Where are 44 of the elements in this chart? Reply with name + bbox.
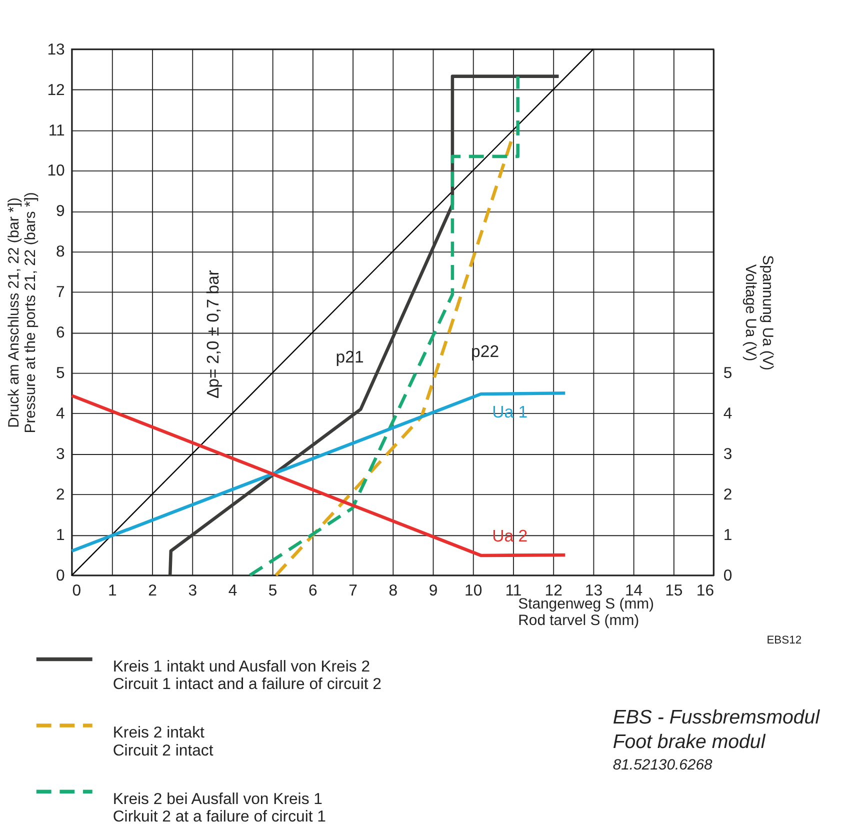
y2-axis-title: Spannung Ua (V) Voltage Ua (V) (742, 255, 776, 370)
x-tick-label: 2 (148, 582, 158, 600)
y-tick-label: 12 (47, 82, 66, 99)
x-tick-label: 7 (348, 582, 358, 600)
y-tick-label: 13 (47, 41, 66, 58)
x-tick-label: 16 (696, 582, 714, 600)
legend-label: Kreis 2 bei Ausfall von Kreis 1 Cirkuit 2 at a failure of circuit 1 (112, 790, 326, 826)
legend-label: Kreis 2 intakt Circuit 2 intact (112, 724, 214, 760)
y2-tick-label: 5 (723, 365, 732, 382)
x-tick-label: 6 (308, 582, 318, 600)
x-tick-label: 10 (464, 582, 482, 600)
line-series (248, 74, 520, 577)
y-axis-title: Druck am Anschluss 21, 22 (bar *]) Pressure at the ports 21, 22 (bars *]) (5, 192, 40, 434)
y-tick-label: 10 (47, 162, 66, 180)
y-tick-label: 0 (56, 567, 66, 584)
x-tick-label: 5 (268, 582, 278, 600)
y2-tick-label: 4 (723, 406, 732, 423)
y-tick-label: 7 (56, 284, 66, 302)
x-tick-label: 15 (665, 582, 683, 600)
y-tick-label: 9 (56, 203, 66, 220)
y-tick-label: 6 (56, 324, 66, 342)
text: Foot brake modul (612, 730, 766, 753)
text: EBS - Fussbremsmodul (612, 706, 820, 729)
y-tick-label: 2 (56, 486, 66, 504)
line-series (168, 74, 560, 577)
y-tick-label: 1 (56, 526, 66, 544)
text: EBS12 (766, 634, 802, 646)
x-tick-label: 0 (72, 582, 82, 600)
y2-tick-label: 3 (723, 446, 732, 464)
y-tick-label: 5 (56, 365, 66, 382)
x-tick-label: 9 (428, 582, 438, 600)
y2-tick-label: 0 (723, 567, 732, 584)
x-tick-label: 1 (108, 582, 117, 600)
y-tick-label: 11 (48, 122, 66, 140)
y2-tick-label: 2 (723, 486, 732, 504)
y-tick-label: 3 (56, 446, 66, 464)
text: 81.52130.6268 (612, 756, 714, 774)
x-tick-label: 4 (228, 582, 238, 600)
x-tick-label: 8 (388, 582, 398, 600)
x-tick-label: 3 (188, 582, 198, 600)
legend-label: Kreis 1 intakt und Ausfall von Kreis 2 Circuit 1 intact and a failure of circuit 2 (112, 658, 382, 694)
y-tick-label: 8 (56, 244, 66, 261)
y2-tick-label: 1 (723, 526, 732, 544)
y-tick-label: 4 (56, 406, 66, 423)
